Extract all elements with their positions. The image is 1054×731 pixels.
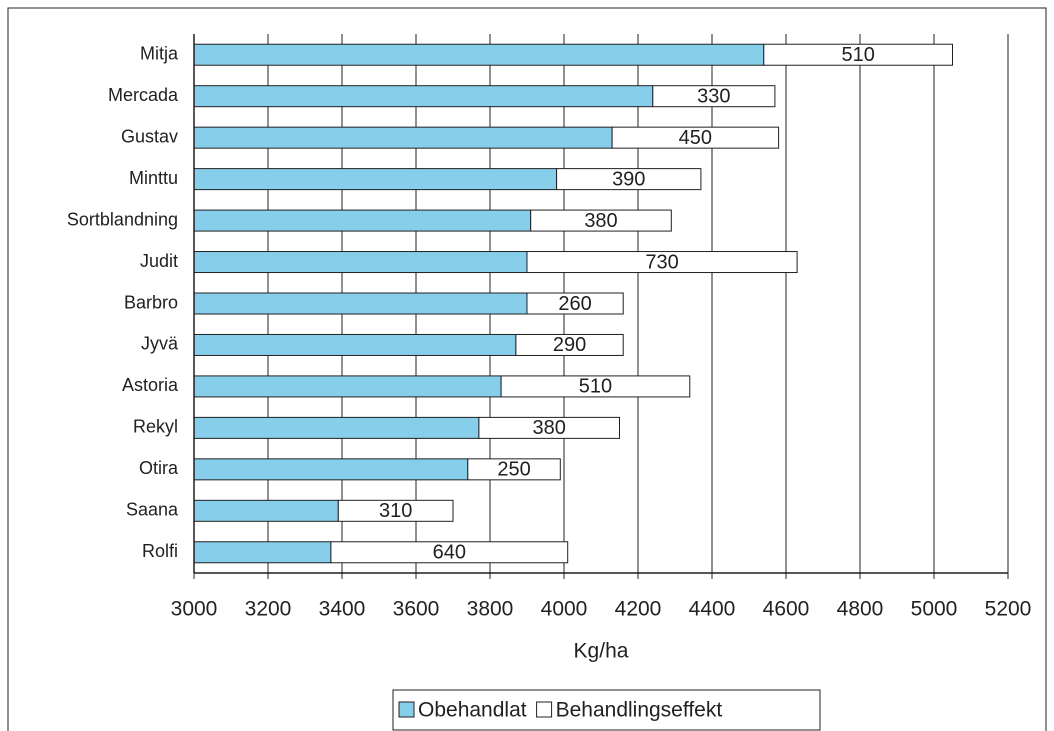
data-label: 380 [584, 210, 617, 232]
bar-segment [193, 209, 532, 232]
bar-segment [193, 292, 528, 315]
y-tick-label: Minttu [129, 168, 178, 188]
bar-segment [193, 126, 613, 149]
bar-segment [193, 85, 654, 108]
y-tick-label: Jyvä [141, 334, 179, 354]
data-label: 310 [379, 500, 412, 522]
bar-segment [526, 251, 798, 274]
legend-swatch [398, 701, 415, 718]
bar-segment [193, 499, 339, 522]
y-tick-label: Rekyl [133, 417, 178, 437]
data-label: 450 [679, 127, 712, 149]
x-tick-label: 3600 [393, 598, 440, 621]
bar-segment [330, 541, 569, 564]
y-tick-label: Rolfi [142, 541, 178, 561]
bar-segment [193, 541, 332, 564]
x-tick-label: 4000 [541, 598, 588, 621]
bar-segment [652, 85, 776, 108]
data-label: 510 [579, 376, 612, 398]
bar-segment [193, 168, 558, 191]
bar-segment [193, 375, 502, 398]
legend-label: Behandlingseffekt [556, 699, 723, 722]
legend-swatch [536, 701, 553, 718]
y-tick-label: Gustav [121, 126, 178, 146]
x-tick-label: 5200 [985, 598, 1032, 621]
data-label: 330 [697, 85, 730, 107]
legend-box [392, 689, 821, 731]
data-label: 290 [553, 334, 586, 356]
y-tick-label: Sortblandning [67, 209, 178, 229]
y-tick-label: Judit [140, 251, 178, 271]
chart-frame [7, 7, 1047, 731]
x-tick-label: 4800 [837, 598, 884, 621]
data-label: 390 [612, 168, 645, 190]
data-label: 250 [497, 459, 530, 481]
x-tick-label: 3800 [467, 598, 514, 621]
x-tick-label: 3000 [171, 598, 218, 621]
y-tick-label: Saana [126, 500, 179, 520]
bar-segment [500, 375, 691, 398]
x-tick-label: 4200 [615, 598, 662, 621]
bar-segment [193, 416, 480, 439]
bar-segment [193, 333, 517, 356]
data-label: 260 [558, 293, 591, 315]
bar-segment [467, 458, 561, 481]
data-label: 510 [841, 44, 874, 66]
y-tick-label: Mitja [140, 43, 179, 63]
legend-label: Obehandlat [418, 699, 527, 722]
x-axis-title: Kg/ha [574, 640, 629, 663]
bar-segment [193, 43, 765, 66]
y-tick-label: Otira [139, 458, 179, 478]
x-tick-label: 3200 [245, 598, 292, 621]
bar-segment [530, 209, 672, 232]
x-tick-label: 5000 [911, 598, 958, 621]
bar-segment [515, 333, 624, 356]
bar-segment [763, 43, 953, 66]
y-tick-label: Mercada [108, 85, 179, 105]
bar-segment [526, 292, 624, 315]
bar-segment [611, 126, 780, 149]
y-tick-label: Barbro [124, 292, 178, 312]
bar-segment [337, 499, 454, 522]
data-label: 380 [533, 417, 566, 439]
x-tick-label: 3400 [319, 598, 366, 621]
y-tick-label: Astoria [122, 375, 179, 395]
data-label: 640 [433, 542, 466, 564]
x-tick-label: 4400 [689, 598, 736, 621]
bar-segment [193, 458, 469, 481]
bar-segment [478, 416, 620, 439]
bar-segment [556, 168, 702, 191]
data-label: 730 [645, 251, 678, 273]
bar-segment [193, 251, 528, 274]
x-tick-label: 4600 [763, 598, 810, 621]
